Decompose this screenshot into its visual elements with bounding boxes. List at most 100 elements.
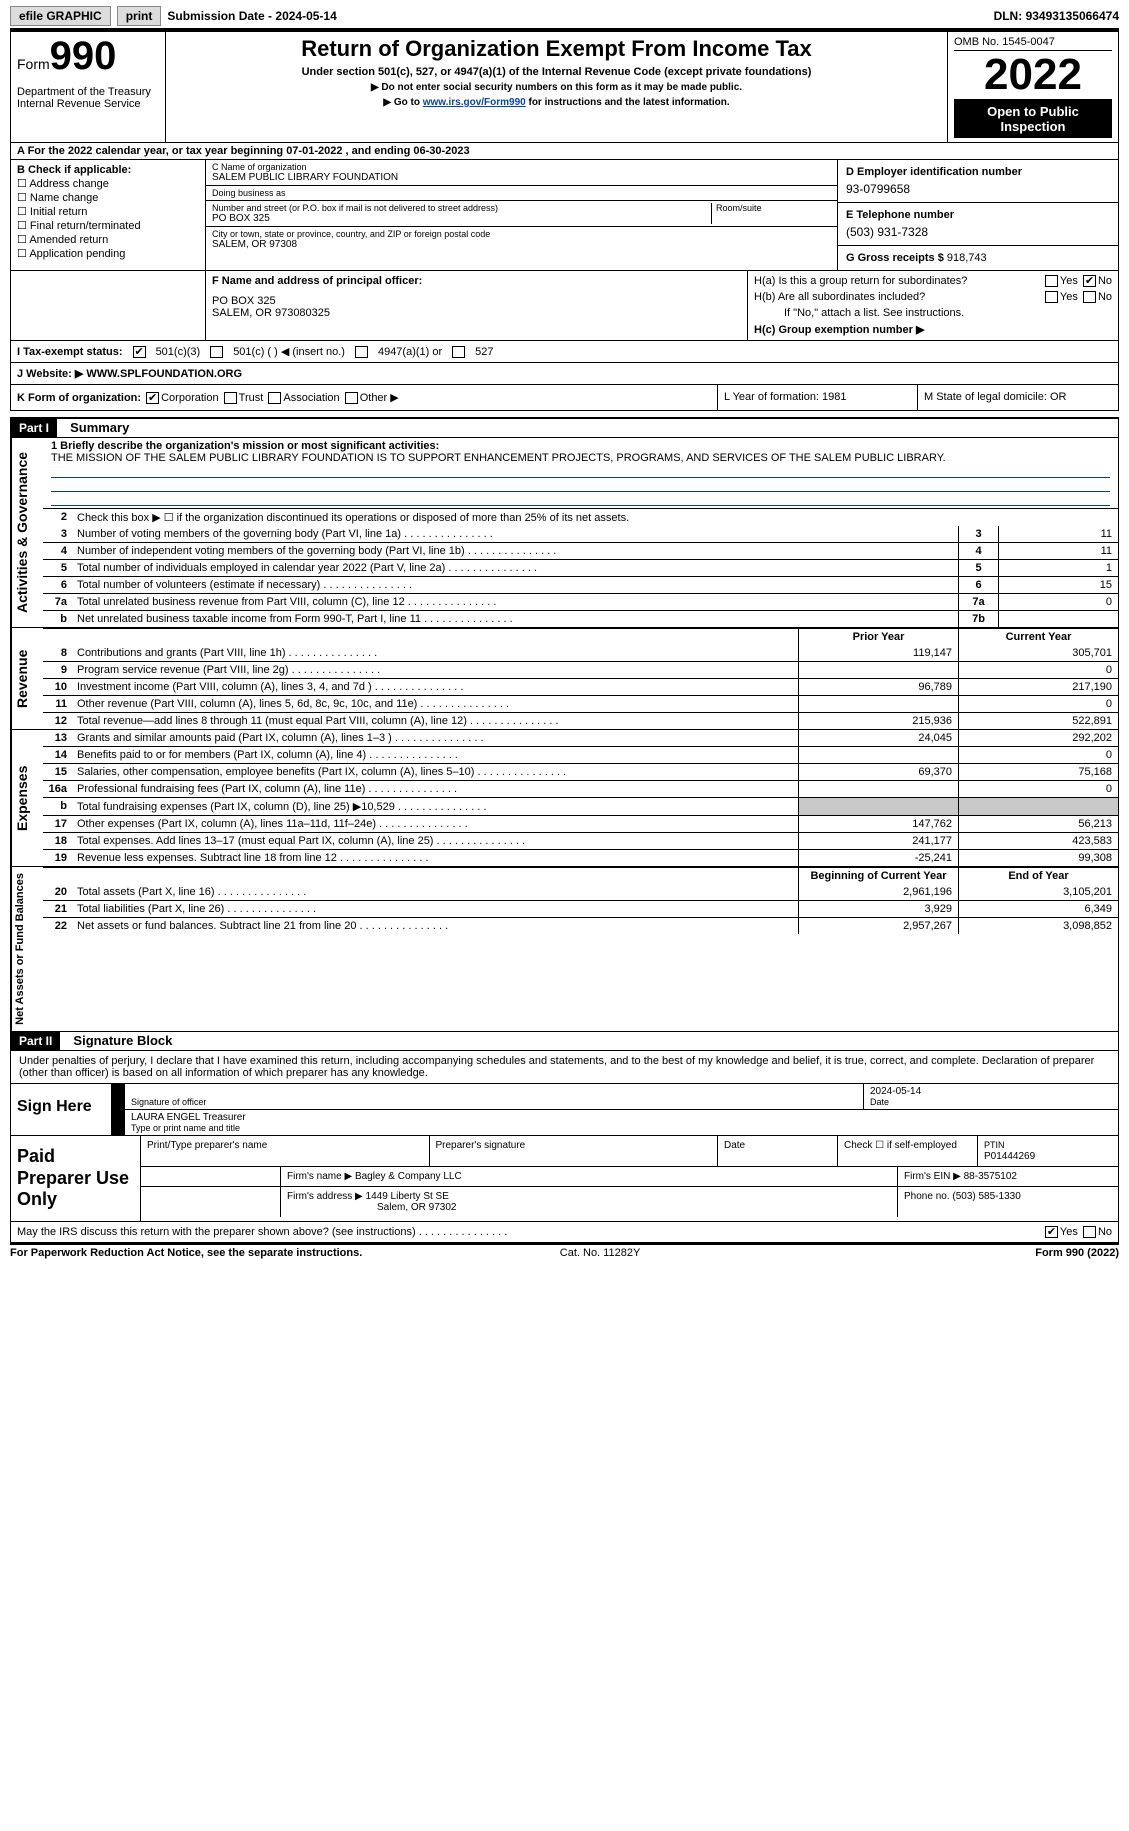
- opt-501c: 501(c) ( ) ◀ (insert no.): [233, 345, 345, 358]
- chk-name-change[interactable]: ☐ Name change: [17, 191, 199, 204]
- opt-501c3: 501(c)(3): [156, 346, 201, 358]
- row-j: J Website: ▶ WWW.SPLFOUNDATION.ORG: [10, 363, 1119, 385]
- box-k: K Form of organization: Corporation Trus…: [11, 385, 718, 410]
- dln-value: 93493135066474: [1026, 9, 1119, 23]
- section-bcd: B Check if applicable: ☐ Address change …: [10, 160, 1119, 271]
- firm-phone-label: Phone no.: [904, 1191, 952, 1202]
- line-3: 3Number of voting members of the governi…: [43, 526, 1118, 542]
- officer-label: F Name and address of principal officer:: [212, 275, 741, 287]
- box-h: H(a) Is this a group return for subordin…: [748, 271, 1118, 340]
- form-subtitle-2: ▶ Do not enter social security numbers o…: [172, 82, 941, 93]
- line-16a: 16aProfessional fundraising fees (Part I…: [43, 780, 1118, 797]
- h-b-label: H(b) Are all subordinates included?: [754, 291, 925, 303]
- chk-initial-return[interactable]: ☐ Initial return: [17, 205, 199, 218]
- chk-trust[interactable]: [224, 392, 237, 404]
- ptin-label: PTIN: [984, 1140, 1005, 1150]
- website-label: J Website: ▶: [17, 368, 86, 380]
- addr-value: PO BOX 325: [212, 213, 711, 224]
- part1-bar: Part I: [11, 419, 57, 437]
- mission-text: THE MISSION OF THE SALEM PUBLIC LIBRARY …: [51, 452, 1110, 464]
- city-label: City or town, state or province, country…: [212, 229, 831, 239]
- chk-501c[interactable]: [210, 346, 223, 358]
- chk-amended-return[interactable]: ☐ Amended return: [17, 233, 199, 246]
- h-a-no[interactable]: [1083, 275, 1096, 287]
- footer-cat-no: Cat. No. 11282Y: [560, 1247, 641, 1259]
- arrow-icon: [111, 1084, 125, 1109]
- section-activities-governance: Activities & Governance 1 Briefly descri…: [10, 438, 1119, 628]
- ein-value: 93-0799658: [846, 178, 1110, 196]
- chk-application-pending[interactable]: ☐ Application pending: [17, 247, 199, 260]
- prep-sig-label: Preparer's signature: [430, 1136, 719, 1166]
- line-14: 14Benefits paid to or for members (Part …: [43, 746, 1118, 763]
- line-17: 17Other expenses (Part IX, column (A), l…: [43, 815, 1118, 832]
- firm-addr-label: Firm's address ▶: [287, 1191, 366, 1202]
- chk-final-return[interactable]: ☐ Final return/terminated: [17, 219, 199, 232]
- line-20: 20Total assets (Part X, line 16)2,961,19…: [43, 884, 1118, 900]
- opt-527: 527: [475, 346, 493, 358]
- line-10: 10Investment income (Part VIII, column (…: [43, 678, 1118, 695]
- discuss-no[interactable]: [1083, 1226, 1096, 1238]
- signature-block: Under penalties of perjury, I declare th…: [10, 1051, 1119, 1084]
- chk-other[interactable]: [345, 392, 358, 404]
- goto-suffix: for instructions and the latest informat…: [526, 97, 730, 108]
- h-note: If "No," attach a list. See instructions…: [754, 307, 1112, 319]
- form-label: Form: [17, 56, 50, 72]
- year-formation: L Year of formation: 1981: [718, 385, 918, 410]
- section-revenue: Revenue Prior YearCurrent Year 8Contribu…: [10, 628, 1119, 730]
- print-button[interactable]: print: [117, 6, 162, 26]
- col-prior-year: Prior Year: [798, 629, 958, 645]
- line-15: 15Salaries, other compensation, employee…: [43, 763, 1118, 780]
- chk-assoc[interactable]: [268, 392, 281, 404]
- gross-receipts-label: G Gross receipts $: [846, 252, 947, 264]
- org-name: SALEM PUBLIC LIBRARY FOUNDATION: [212, 172, 831, 183]
- h-b-no[interactable]: [1083, 291, 1096, 303]
- opt-address-change: Address change: [29, 178, 109, 190]
- line-8: 8Contributions and grants (Part VIII, li…: [43, 645, 1118, 661]
- na-vertical-label: Net Assets or Fund Balances: [11, 867, 43, 1031]
- part2-header: Part II Signature Block: [10, 1032, 1119, 1051]
- city-value: SALEM, OR 97308: [212, 239, 831, 250]
- line-11: 11Other revenue (Part VIII, column (A), …: [43, 695, 1118, 712]
- type-name-label: Type or print name and title: [131, 1123, 1112, 1133]
- irs-link[interactable]: www.irs.gov/Form990: [423, 97, 526, 108]
- line-1-mission: 1 Briefly describe the organization's mi…: [43, 438, 1118, 508]
- rev-vertical-label: Revenue: [11, 628, 43, 729]
- form-subtitle-1: Under section 501(c), 527, or 4947(a)(1)…: [172, 66, 941, 78]
- discuss-yes[interactable]: [1045, 1226, 1058, 1238]
- h-a-label: H(a) Is this a group return for subordin…: [754, 275, 967, 287]
- room-label: Room/suite: [716, 203, 831, 213]
- mission-label: 1 Briefly describe the organization's mi…: [51, 440, 1110, 452]
- chk-address-change[interactable]: ☐ Address change: [17, 177, 199, 190]
- sig-date: 2024-05-14: [870, 1086, 1112, 1097]
- chk-corp[interactable]: [146, 392, 159, 404]
- box-f: F Name and address of principal officer:…: [206, 271, 748, 340]
- line-13: 13Grants and similar amounts paid (Part …: [43, 730, 1118, 746]
- ein-label: D Employer identification number: [846, 166, 1110, 178]
- gross-receipts-value: 918,743: [947, 252, 987, 264]
- row-klm: K Form of organization: Corporation Trus…: [10, 385, 1119, 411]
- chk-501c3[interactable]: [133, 346, 146, 358]
- box-b: B Check if applicable: ☐ Address change …: [11, 160, 206, 270]
- opt-initial-return: Initial return: [30, 206, 87, 218]
- box-c: C Name of organization SALEM PUBLIC LIBR…: [206, 160, 838, 270]
- footer-form: Form 990 (2022): [1035, 1247, 1119, 1259]
- firm-ein: 88-3575102: [964, 1171, 1017, 1182]
- self-employed-check[interactable]: Check ☐ if self-employed: [838, 1136, 978, 1166]
- chk-527[interactable]: [452, 346, 465, 358]
- row-a-tax-year: A For the 2022 calendar year, or tax yea…: [10, 143, 1119, 160]
- box-deg: D Employer identification number 93-0799…: [838, 160, 1118, 270]
- declaration-text: Under penalties of perjury, I declare th…: [11, 1051, 1118, 1083]
- submission-date-label: Submission Date -: [167, 9, 275, 23]
- col-end-year: End of Year: [958, 868, 1118, 884]
- section-net-assets: Net Assets or Fund Balances Beginning of…: [10, 867, 1119, 1032]
- line-5: 5Total number of individuals employed in…: [43, 559, 1118, 576]
- form-org-label: K Form of organization:: [17, 392, 141, 404]
- chk-4947[interactable]: [355, 346, 368, 358]
- h-a-yes[interactable]: [1045, 275, 1058, 287]
- opt-assoc: Association: [283, 392, 339, 404]
- h-b-yes[interactable]: [1045, 291, 1058, 303]
- irs-label: Internal Revenue Service: [17, 98, 159, 110]
- section-fh: F Name and address of principal officer:…: [10, 271, 1119, 341]
- officer-name-title: LAURA ENGEL Treasurer: [131, 1112, 1112, 1123]
- opt-trust: Trust: [239, 392, 264, 404]
